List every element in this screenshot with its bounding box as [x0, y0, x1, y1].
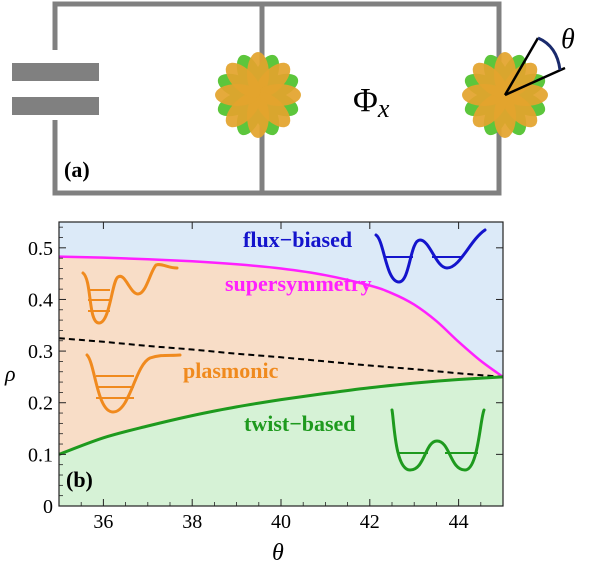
flux-biased-well-icon — [374, 228, 487, 284]
x-tick-label: 38 — [182, 511, 202, 533]
panel-b-phase-diagram: 36 38 40 42 44 0 0.1 0.2 0.3 0.4 0.5 flux−biased s… — [4, 221, 504, 566]
x-tick-label: 40 — [271, 511, 291, 533]
x-tick-label: 42 — [360, 511, 380, 533]
x-tick-label: 36 — [93, 511, 113, 533]
potential-wells — [81, 228, 487, 472]
region-label-plasmonic: plasmonic — [183, 358, 279, 383]
plasmonic-well-icon — [85, 353, 182, 414]
region-label-twist: twist−based — [244, 411, 356, 436]
chart-axes: 36 38 40 42 44 0 0.1 0.2 0.3 0.4 0.5 — [28, 221, 504, 533]
flux-label: Φx — [353, 82, 390, 123]
series-line-supersymmetry — [59, 255, 503, 378]
y-tick-label: 0.2 — [28, 393, 53, 415]
flower-junction-icon — [215, 52, 301, 138]
curve-label-supersymmetry: supersymmetry — [225, 271, 372, 296]
x-tick-label: 44 — [449, 511, 469, 533]
flux-subscript: x — [377, 94, 390, 123]
x-axis-title: θ — [272, 540, 284, 566]
chart-regions — [59, 222, 503, 506]
panel-a-label: (a) — [64, 157, 90, 182]
chart-curves — [59, 255, 503, 456]
series-line-dashed — [59, 337, 503, 378]
angle-marker-icon — [503, 36, 566, 97]
y-tick-label: 0 — [43, 496, 53, 518]
y-tick-label: 0.1 — [28, 444, 53, 466]
flower-junction-icon — [462, 52, 548, 138]
region-plasmonic — [59, 256, 503, 455]
petal — [472, 62, 508, 98]
supersymmetry-well-icon — [81, 263, 179, 325]
petal — [225, 62, 261, 98]
y-axis-title: ρ — [4, 361, 16, 386]
region-label-flux: flux−biased — [243, 227, 352, 252]
series-line-twist — [59, 375, 503, 456]
twist-well-icon — [390, 408, 486, 472]
capacitor-icon — [12, 50, 99, 120]
theta-symbol-label: θ — [561, 24, 575, 55]
y-tick-label: 0.3 — [28, 341, 53, 363]
panel-a-circuit: θ Φx (a) — [12, 1, 575, 196]
y-tick-label: 0.4 — [28, 289, 53, 311]
flux-symbol: Φ — [353, 82, 378, 119]
y-tick-label: 0.5 — [28, 238, 53, 260]
panel-b-label: (b) — [66, 467, 93, 492]
